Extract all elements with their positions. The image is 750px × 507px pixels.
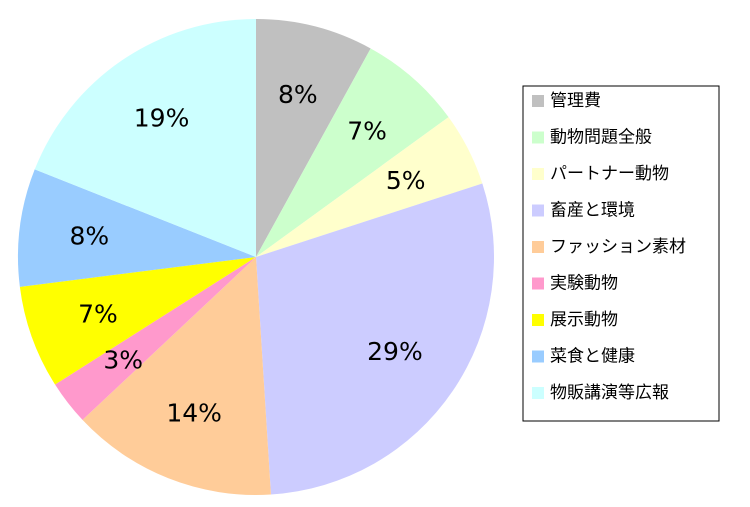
legend-label: 菜食と健康 bbox=[550, 347, 635, 367]
pie-value-label: 7% bbox=[78, 299, 118, 328]
legend-swatch bbox=[532, 350, 544, 363]
pie-value-label: 19% bbox=[134, 104, 190, 133]
pie-value-label: 8% bbox=[278, 80, 318, 109]
pie-slice-4 bbox=[256, 183, 494, 495]
legend-label: 物販講演等広報 bbox=[550, 383, 669, 403]
pie-value-label: 8% bbox=[69, 221, 109, 250]
pie-value-label: 3% bbox=[103, 345, 143, 374]
pie-slice-2 bbox=[256, 48, 449, 257]
legend: 管理費動物問題全般パートナー動物畜産と環境ファッション素材実験動物展示動物菜食と… bbox=[522, 85, 720, 422]
pie-slice-1 bbox=[256, 19, 371, 257]
pie-slice-8 bbox=[17, 169, 256, 287]
legend-label: 動物問題全般 bbox=[550, 128, 652, 148]
pie-value-label: 5% bbox=[386, 166, 426, 195]
pie-slice-9 bbox=[34, 19, 256, 257]
pie-slice-7 bbox=[19, 257, 256, 385]
legend-swatch bbox=[532, 387, 544, 399]
legend-label: ファッション素材 bbox=[550, 237, 686, 257]
pie-value-label: 29% bbox=[367, 337, 423, 366]
legend-frame bbox=[522, 85, 720, 422]
pie-value-label: 14% bbox=[166, 399, 222, 428]
pie-slice-3 bbox=[256, 117, 483, 257]
pie-slices bbox=[17, 19, 494, 495]
pie-value-labels: 8% 7% 5% 29% 14% 3% 7% 8% 19% bbox=[69, 80, 425, 428]
legend-swatch bbox=[532, 168, 544, 180]
legend-label: パートナー動物 bbox=[550, 164, 669, 184]
pie-slice-6 bbox=[55, 257, 256, 420]
legend-label: 実験動物 bbox=[550, 274, 618, 294]
legend-swatch bbox=[532, 277, 544, 290]
legend-swatch bbox=[532, 95, 544, 107]
legend-label: 展示動物 bbox=[550, 310, 618, 330]
pie-value-label: 7% bbox=[347, 116, 387, 145]
pie-slice-5 bbox=[82, 257, 271, 495]
legend-label: 管理費 bbox=[550, 91, 601, 111]
legend-swatch bbox=[532, 241, 544, 253]
legend-swatch bbox=[532, 314, 544, 326]
legend-label: 畜産と環境 bbox=[550, 201, 635, 221]
legend-swatch bbox=[532, 204, 544, 217]
legend-swatch bbox=[532, 131, 544, 144]
